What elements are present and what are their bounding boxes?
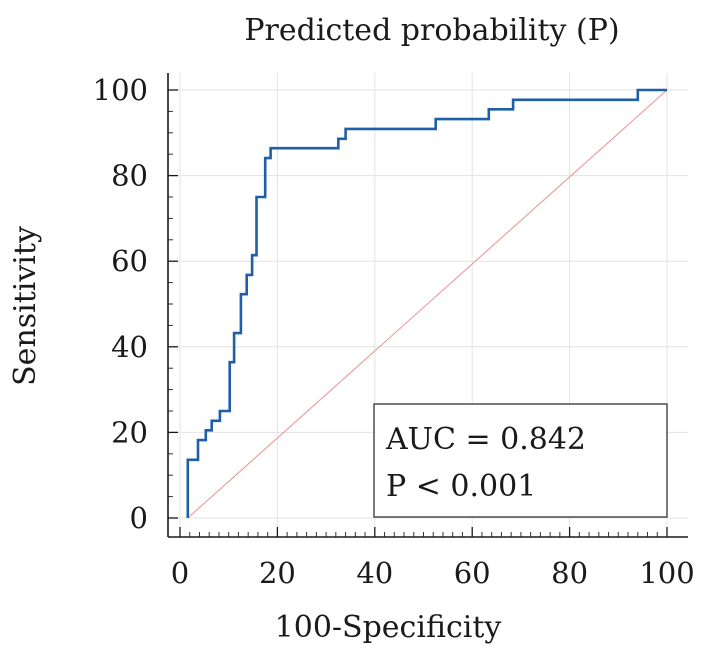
annotation-box: AUC = 0.842 P < 0.001: [373, 403, 668, 518]
x-tick-label: 100: [639, 556, 694, 590]
x-tick-label: 0: [171, 556, 189, 590]
y-tick-label: 80: [111, 159, 148, 193]
x-tick-label: 20: [259, 556, 296, 590]
x-tick-label: 40: [356, 556, 393, 590]
y-tick-label: 0: [130, 501, 148, 535]
y-tick-label: 20: [111, 415, 148, 449]
y-tick-label: 60: [111, 244, 148, 278]
series-layer: [186, 88, 668, 519]
tick-labels: 0 20 40 60 80 100 0 20 40 60 80 100: [93, 73, 695, 590]
y-tick-label: 40: [111, 330, 148, 364]
roc-curve-line: [186, 88, 667, 518]
reference-diagonal-line: [187, 89, 668, 519]
annotation-frame: [373, 403, 668, 518]
y-tick-label: 100: [93, 73, 148, 107]
x-axis-label: 100-Specificity: [275, 610, 502, 645]
axes: [167, 73, 688, 538]
auc-label: AUC = 0.842: [385, 422, 586, 457]
x-tick-label: 60: [454, 556, 491, 590]
x-tick-label: 80: [551, 556, 588, 590]
chart-title: Predicted probability (P): [244, 13, 619, 48]
p-value-label: P < 0.001: [386, 469, 536, 504]
minor-ticks: [168, 110, 658, 537]
y-axis-label: Sensitivity: [8, 226, 43, 386]
grid: [168, 73, 688, 537]
